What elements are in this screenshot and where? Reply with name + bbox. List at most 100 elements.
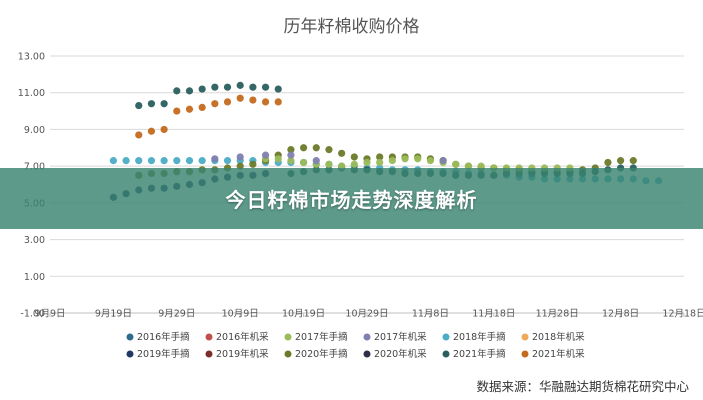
data-point — [325, 160, 333, 168]
data-point — [160, 100, 168, 108]
data-point — [274, 98, 282, 106]
x-tick-label: 12月8日 — [602, 309, 639, 320]
data-point — [185, 157, 194, 165]
legend-label: 2016年机采 — [216, 331, 269, 343]
data-point — [185, 105, 194, 113]
data-point — [236, 94, 244, 102]
data-point — [388, 157, 396, 165]
x-tick-label: 11月8日 — [412, 309, 449, 320]
data-point — [249, 160, 257, 168]
data-point — [464, 162, 473, 170]
data-point — [173, 157, 181, 165]
data-point — [185, 87, 194, 95]
data-point — [109, 157, 117, 165]
legend-label: 2021年手摘 — [453, 348, 506, 360]
legend-label: 2017年机采 — [374, 331, 427, 343]
data-point — [287, 157, 295, 165]
x-tick-label: 10月19日 — [282, 309, 325, 320]
data-point — [223, 157, 232, 165]
data-point — [261, 151, 270, 159]
data-point — [160, 125, 168, 134]
data-point — [147, 157, 156, 165]
legend-marker — [521, 333, 529, 341]
legend-label: 2020年手摘 — [295, 348, 348, 360]
data-point — [223, 83, 232, 91]
headline-text: 今日籽棉市场走势深度解析 — [225, 188, 478, 212]
data-point — [249, 96, 257, 104]
data-point — [160, 157, 168, 165]
legend-marker — [126, 333, 134, 341]
chart-title: 历年籽棉收购价格 — [283, 17, 420, 37]
y-tick-label: 1.00 — [24, 272, 45, 283]
legend-marker — [363, 350, 371, 358]
x-tick-label: 11月18日 — [472, 309, 515, 320]
x-tick-label: 9月29日 — [158, 309, 195, 320]
data-point — [426, 157, 434, 165]
data-point — [198, 103, 206, 111]
data-point — [211, 155, 219, 163]
data-point — [249, 83, 257, 91]
data-point — [477, 162, 485, 170]
data-point — [401, 155, 409, 163]
legend-marker — [442, 350, 450, 358]
y-tick-label: -1.00 — [20, 309, 45, 320]
y-tick-label: 9.00 — [24, 125, 45, 136]
data-point — [287, 146, 295, 154]
data-point — [135, 101, 143, 110]
legend-marker — [284, 333, 292, 341]
legend-label: 2017年手摘 — [295, 331, 348, 343]
x-tick-label: 10月29日 — [345, 309, 388, 320]
legend-marker — [205, 350, 213, 358]
data-point — [198, 85, 206, 93]
data-point — [350, 153, 358, 161]
data-point — [325, 146, 333, 154]
x-tick-label: 9月19日 — [95, 309, 132, 320]
y-tick-label: 13.00 — [18, 52, 45, 63]
data-point — [147, 100, 156, 108]
data-point — [173, 107, 181, 115]
legend-label: 2020年机采 — [374, 348, 427, 360]
data-point — [287, 151, 295, 159]
y-tick-label: 7.00 — [24, 162, 45, 173]
y-tick-label: 11.00 — [18, 88, 45, 99]
data-point — [261, 83, 270, 91]
legend-marker — [363, 333, 371, 341]
x-tick-label: 9月9日 — [34, 309, 65, 320]
data-point — [376, 158, 384, 167]
data-point — [439, 157, 447, 165]
data-point — [236, 81, 244, 89]
data-point — [147, 127, 156, 135]
legend-label: 2021年机采 — [532, 348, 585, 360]
legend-label: 2016年手摘 — [137, 331, 190, 343]
data-point — [173, 87, 181, 95]
legend-label: 2019年手摘 — [137, 348, 190, 360]
data-point — [312, 157, 320, 165]
data-point — [236, 153, 244, 161]
legend-label: 2018年手摘 — [453, 331, 506, 343]
data-point — [452, 160, 460, 168]
data-point — [629, 157, 637, 165]
legend-marker — [284, 350, 292, 358]
x-tick-label: 10月9日 — [222, 309, 259, 320]
data-point — [350, 160, 358, 168]
data-point — [274, 155, 282, 163]
data-point — [211, 83, 219, 91]
data-point — [363, 158, 371, 167]
data-point — [122, 157, 130, 165]
data-point — [376, 153, 384, 161]
x-tick-label: 11月28日 — [536, 309, 579, 320]
legend-label: 2018年机采 — [532, 331, 585, 343]
data-point — [135, 131, 143, 139]
data-point — [211, 100, 219, 108]
headline-banner: 今日籽棉市场走势深度解析 — [0, 168, 703, 229]
data-point — [617, 157, 625, 165]
data-point — [338, 162, 346, 170]
data-point — [312, 144, 320, 152]
data-point — [261, 98, 270, 106]
legend-marker — [205, 333, 213, 341]
data-point — [300, 144, 308, 152]
legend-marker — [126, 350, 134, 358]
data-source: 数据来源：华融融达期货棉花研究中心 — [476, 379, 689, 394]
